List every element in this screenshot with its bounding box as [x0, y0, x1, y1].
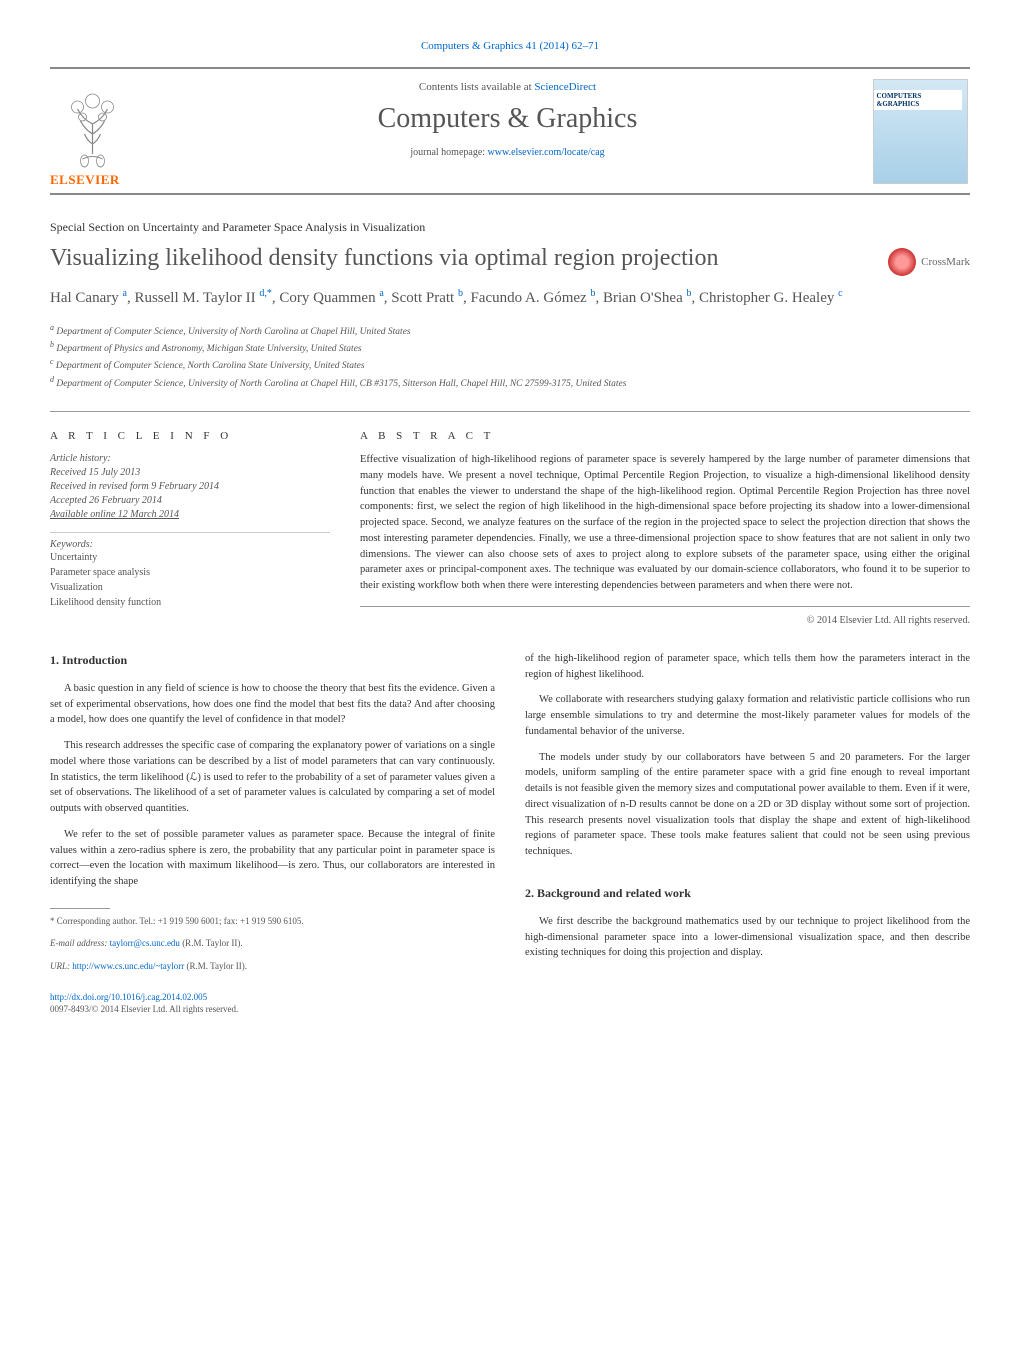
crossmark-icon — [888, 248, 916, 276]
abstract-block: A B S T R A C T Effective visualization … — [360, 430, 970, 626]
article-info-heading: A R T I C L E I N F O — [50, 430, 330, 442]
body-paragraph: We refer to the set of possible paramete… — [50, 827, 495, 890]
sciencedirect-link[interactable]: ScienceDirect — [534, 81, 596, 93]
keyword: Likelihood density function — [50, 595, 330, 610]
date-online: Available online 12 March 2014 — [50, 508, 330, 522]
author-url: URL: http://www.cs.unc.edu/~taylorr (R.M… — [50, 960, 495, 973]
journal-header: ELSEVIER Contents lists available at Sci… — [50, 67, 970, 195]
doi-block: http://dx.doi.org/10.1016/j.cag.2014.02.… — [50, 991, 495, 1016]
journal-citation[interactable]: Computers & Graphics 41 (2014) 62–71 — [50, 40, 970, 52]
keyword: Visualization — [50, 580, 330, 595]
cover-title: COMPUTERS &GRAPHICS — [874, 90, 962, 110]
body-paragraph: This research addresses the specific cas… — [50, 738, 495, 817]
special-section-label: Special Section on Uncertainty and Param… — [50, 220, 970, 235]
contents-available: Contents lists available at ScienceDirec… — [170, 81, 845, 93]
doi-link[interactable]: http://dx.doi.org/10.1016/j.cag.2014.02.… — [50, 991, 495, 1004]
authors-list: Hal Canary a, Russell M. Taylor II d,*, … — [50, 286, 970, 310]
url-link[interactable]: http://www.cs.unc.edu/~taylorr — [72, 961, 184, 971]
crossmark-label: CrossMark — [921, 256, 970, 268]
abstract-text: Effective visualization of high-likeliho… — [360, 452, 970, 607]
issn-copyright: 0097-8493/© 2014 Elsevier Ltd. All right… — [50, 1003, 495, 1016]
cover-thumbnail: COMPUTERS &GRAPHICS — [873, 79, 968, 184]
journal-homepage: journal homepage: www.elsevier.com/locat… — [170, 147, 845, 158]
publisher-name: ELSEVIER — [50, 172, 145, 188]
intro-heading: 1. Introduction — [50, 651, 495, 669]
history-label: Article history: — [50, 452, 330, 466]
keyword: Uncertainty — [50, 550, 330, 565]
keywords-label: Keywords: — [50, 532, 330, 550]
left-column: 1. Introduction A basic question in any … — [50, 651, 495, 1016]
homepage-link[interactable]: www.elsevier.com/locate/cag — [488, 147, 605, 158]
keywords-list: Uncertainty Parameter space analysis Vis… — [50, 550, 330, 610]
body-paragraph: We first describe the background mathema… — [525, 914, 970, 961]
date-accepted: Accepted 26 February 2014 — [50, 494, 330, 508]
elsevier-tree-icon — [50, 79, 135, 169]
affiliations: a Department of Computer Science, Univer… — [50, 322, 970, 392]
keyword: Parameter space analysis — [50, 565, 330, 580]
journal-cover: COMPUTERS &GRAPHICS — [865, 69, 970, 193]
body-paragraph: A basic question in any field of science… — [50, 681, 495, 728]
article-info-block: A R T I C L E I N F O Article history: R… — [50, 430, 330, 626]
author-email: E-mail address: taylorr@cs.unc.edu (R.M.… — [50, 937, 495, 950]
date-received: Received 15 July 2013 — [50, 466, 330, 480]
footnote-separator — [50, 908, 110, 909]
crossmark-badge[interactable]: CrossMark — [888, 248, 970, 276]
background-heading: 2. Background and related work — [525, 884, 970, 902]
date-revised: Received in revised form 9 February 2014 — [50, 480, 330, 494]
article-title: Visualizing likelihood density functions… — [50, 243, 868, 274]
abstract-heading: A B S T R A C T — [360, 430, 970, 442]
body-paragraph: The models under study by our collaborat… — [525, 750, 970, 860]
email-link[interactable]: taylorr@cs.unc.edu — [110, 938, 180, 948]
body-paragraph: of the high-likelihood region of paramet… — [525, 651, 970, 683]
journal-title: Computers & Graphics — [170, 103, 845, 135]
body-paragraph: We collaborate with researchers studying… — [525, 692, 970, 739]
header-center: Contents lists available at ScienceDirec… — [150, 69, 865, 193]
abstract-copyright: © 2014 Elsevier Ltd. All rights reserved… — [360, 615, 970, 626]
corresponding-author: * Corresponding author. Tel.: +1 919 590… — [50, 915, 495, 928]
right-column: of the high-likelihood region of paramet… — [525, 651, 970, 1016]
publisher-logo: ELSEVIER — [50, 69, 150, 193]
